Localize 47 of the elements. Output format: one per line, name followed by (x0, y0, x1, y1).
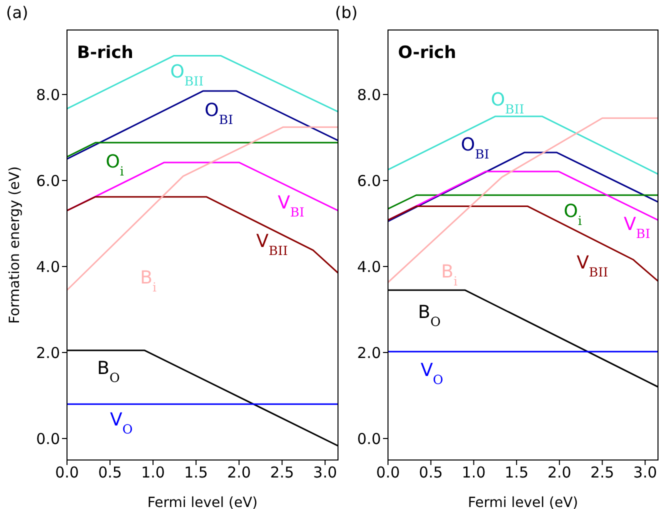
series-label: V$_{BII}$ (576, 252, 608, 280)
x-axis-title: Fermi level (eV) (147, 495, 258, 509)
series-label: V$_{BII}$ (256, 231, 288, 258)
x-tick-label: 3.0 (633, 464, 658, 482)
x-tick-label: 2.0 (227, 464, 251, 482)
series-label: B$_{i}$ (441, 261, 458, 288)
series-label: O$_{BII}$ (490, 89, 524, 116)
series-label: B$_{O}$ (97, 358, 120, 384)
y-tick-label: 8.0 (357, 86, 381, 104)
series-label: B$_{i}$ (140, 268, 157, 294)
y-tick-label: 2.0 (357, 344, 381, 362)
series-label: B$_{O}$ (418, 302, 441, 329)
series-label: V$_{O}$ (420, 360, 444, 387)
x-tick-label: 0.5 (98, 464, 122, 482)
x-tick-label: 0.0 (376, 464, 400, 482)
x-tick-label: 1.0 (141, 464, 165, 482)
series-label: O$_{i}$ (106, 152, 124, 178)
x-tick-label: 1.5 (504, 464, 528, 482)
x-tick-label: 1.0 (462, 464, 486, 482)
series-label: V$_{BI}$ (278, 192, 304, 219)
x-tick-label: 2.5 (270, 464, 294, 482)
series-label: O$_{BII}$ (170, 61, 204, 88)
series-label: O$_{BI}$ (460, 134, 490, 161)
x-tick-label: 0.0 (55, 464, 79, 482)
y-tick-label: 8.0 (36, 86, 60, 104)
series-label: V$_{BI}$ (624, 214, 650, 240)
y-tick-label: 4.0 (357, 258, 381, 276)
chart-title: (a) (6, 3, 28, 22)
series-label: V$_{O}$ (110, 410, 133, 436)
y-tick-label: 0.0 (36, 430, 60, 448)
y-tick-label: 0.0 (357, 430, 381, 448)
x-tick-label: 3.0 (313, 464, 338, 482)
x-tick-label: 2.5 (590, 464, 614, 482)
y-tick-label: 4.0 (36, 258, 60, 276)
x-tick-label: 2.0 (548, 464, 572, 482)
series-label: O$_{BI}$ (204, 100, 234, 126)
x-axis-title: Fermi level (eV) (468, 495, 578, 509)
y-tick-label: 2.0 (36, 344, 60, 362)
x-tick-label: 0.5 (418, 464, 443, 482)
chart-title: (b) (335, 3, 358, 22)
y-axis-title: Formation energy (eV) (7, 166, 23, 324)
series-label: O$_{i}$ (564, 201, 582, 228)
y-tick-label: 6.0 (36, 172, 60, 190)
annotation: O-rich (398, 43, 456, 63)
y-tick-label: 6.0 (357, 172, 381, 190)
x-tick-label: 1.5 (184, 464, 208, 482)
annotation: B-rich (77, 43, 134, 63)
